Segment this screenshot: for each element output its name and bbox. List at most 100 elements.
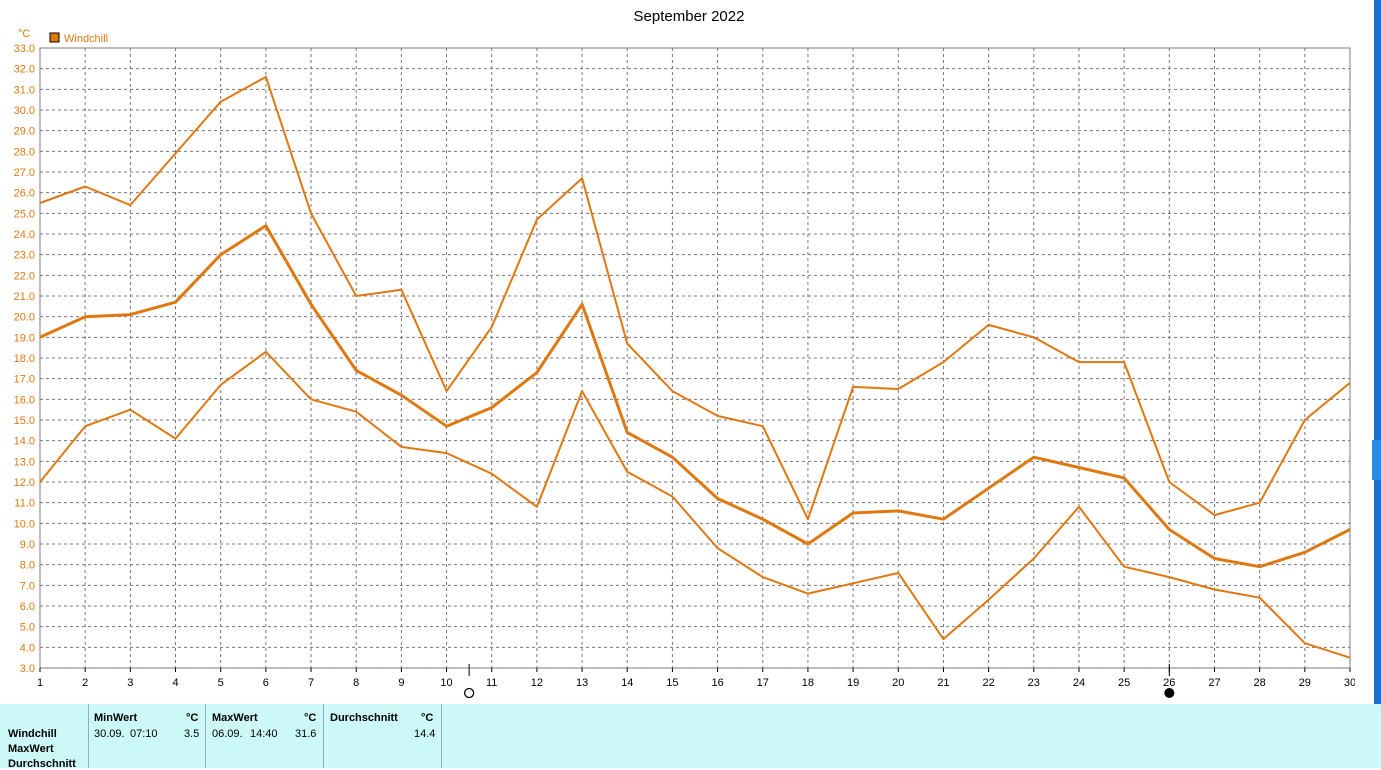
x-tick-label: 24 xyxy=(1073,677,1085,689)
y-tick-label: 17.0 xyxy=(14,374,35,386)
y-tick-label: 28.0 xyxy=(14,146,35,158)
y-tick-label: 14.0 xyxy=(14,436,35,448)
y-tick-label: 15.0 xyxy=(14,415,35,427)
y-tick-label: 6.0 xyxy=(20,601,35,613)
x-tick-label: 12 xyxy=(531,677,543,689)
series-lines xyxy=(39,75,1351,659)
y-tick-label: 5.0 xyxy=(20,622,35,634)
x-tick-label: 29 xyxy=(1299,677,1311,689)
series-line-2 xyxy=(39,224,1351,569)
x-tick-label: 16 xyxy=(711,677,723,689)
x-tick-label: 5 xyxy=(218,677,224,689)
x-tick-label: 30 xyxy=(1344,677,1356,689)
x-tick-label: 8 xyxy=(353,677,359,689)
x-tick-label: 3 xyxy=(127,677,133,689)
x-tick-label: 4 xyxy=(172,677,178,689)
y-tick-label: 11.0 xyxy=(14,498,35,510)
max-time: 14:40 xyxy=(250,728,278,740)
desktop-edge-highlight xyxy=(1372,440,1381,480)
y-tick-label: 13.0 xyxy=(14,456,35,468)
y-tick-label: 16.0 xyxy=(14,394,35,406)
y-tick-label: 19.0 xyxy=(14,332,35,344)
y-tick-label: 33.0 xyxy=(14,43,35,55)
y-tick-label: 8.0 xyxy=(20,560,35,572)
column-divider xyxy=(441,704,442,768)
series-line-1 xyxy=(39,75,1351,521)
x-tick-label: 15 xyxy=(666,677,678,689)
x-tick-label: 10 xyxy=(440,677,452,689)
x-tick-label: 19 xyxy=(847,677,859,689)
new-moon-icon xyxy=(1164,688,1175,698)
min-date: 30.09. xyxy=(94,728,125,740)
legend-label: Windchill xyxy=(64,33,108,45)
y-axis-unit: °C xyxy=(18,28,30,40)
avg-value: 14.4 xyxy=(414,728,436,740)
y-tick-label: 3.0 xyxy=(20,663,35,675)
column-divider xyxy=(323,704,324,768)
moon-markers xyxy=(463,664,1175,699)
min-header: MinWert xyxy=(94,712,138,724)
y-tick-label: 30.0 xyxy=(14,105,35,117)
y-tick-label: 12.0 xyxy=(14,477,35,489)
x-tick-label: 11 xyxy=(486,677,497,689)
y-tick-label: 7.0 xyxy=(20,580,35,592)
y-tick-label: 18.0 xyxy=(14,353,35,365)
x-tick-label: 7 xyxy=(308,677,314,689)
desktop-edge-bar xyxy=(1374,0,1381,704)
y-tick-label: 10.0 xyxy=(14,518,35,530)
chart-area: September 2022 °C Windchill 3.0 4.0 5.0 6.0… xyxy=(14,0,1381,704)
x-tick-label: 18 xyxy=(802,677,814,689)
x-tick-label: 6 xyxy=(263,677,269,689)
avg-unit: °C xyxy=(421,712,434,724)
y-tick-label: 20.0 xyxy=(14,312,35,324)
x-tick-label: 22 xyxy=(982,677,994,689)
column-divider xyxy=(205,704,206,768)
column-divider xyxy=(88,704,89,768)
x-tick-label: 26 xyxy=(1163,677,1175,689)
y-tick-label: 22.0 xyxy=(14,270,35,282)
y-tick-label: 31.0 xyxy=(14,84,35,96)
row-label-durchschnitt: Durchschnitt xyxy=(8,758,76,770)
row-label-maxwert: MaxWert xyxy=(8,743,54,755)
avg-header: Durchschnitt xyxy=(330,712,398,724)
max-date: 06.09. xyxy=(212,728,243,740)
y-tick-label: 29.0 xyxy=(14,126,35,138)
x-tick-label: 14 xyxy=(621,677,633,689)
max-unit: °C xyxy=(304,712,317,724)
y-tick-label: 24.0 xyxy=(14,229,35,241)
y-tick-label: 4.0 xyxy=(20,642,35,654)
x-tick-label: 28 xyxy=(1254,677,1266,689)
window-edge xyxy=(1355,0,1381,704)
y-tick-label: 21.0 xyxy=(14,291,35,303)
min-unit: °C xyxy=(186,712,199,724)
x-tick-label: 21 xyxy=(937,677,949,689)
y-tick-label: 25.0 xyxy=(14,208,35,220)
y-tick-label: 23.0 xyxy=(14,250,35,262)
statistics-panel: Windchill MaxWert Durchschnitt MinWert °… xyxy=(0,704,1381,770)
series-line-3 xyxy=(39,350,1351,659)
chart-grid xyxy=(39,47,1351,672)
y-tick-label: 9.0 xyxy=(20,539,35,551)
y-tick-label: 27.0 xyxy=(14,167,35,179)
row-label-windchill: Windchill xyxy=(8,728,57,740)
line-chart: September 2022 °C Windchill 3.0 4.0 5.0 6.0… xyxy=(14,8,1356,699)
min-value: 3.5 xyxy=(184,728,200,740)
max-header: MaxWert xyxy=(212,712,258,724)
chart-title: September 2022 xyxy=(634,8,745,25)
min-time: 07:10 xyxy=(130,728,158,740)
x-axis-ticks: 1 2 3 4 5 6 7 8 9 10 11 12 13 14 15 16 17 18 19 20 21 22 23 24 2… xyxy=(37,677,1356,689)
y-tick-label: 32.0 xyxy=(14,64,35,76)
max-value: 31.6 xyxy=(295,728,317,740)
y-axis-ticks: 3.0 4.0 5.0 6.0 7.0 8.0 9.0 10.0 11.0 12.0 13.0 14.… xyxy=(14,43,35,675)
legend-swatch xyxy=(49,32,60,43)
x-tick-label: 13 xyxy=(576,677,588,689)
x-tick-label: 25 xyxy=(1118,677,1130,689)
x-tick-label: 9 xyxy=(398,677,404,689)
x-tick-label: 23 xyxy=(1028,677,1040,689)
x-tick-label: 20 xyxy=(892,677,904,689)
y-tick-label: 26.0 xyxy=(14,188,35,200)
x-tick-label: 2 xyxy=(82,677,88,689)
x-tick-label: 1 xyxy=(37,677,43,689)
x-tick-label: 27 xyxy=(1208,677,1220,689)
full-moon-icon xyxy=(463,687,475,699)
